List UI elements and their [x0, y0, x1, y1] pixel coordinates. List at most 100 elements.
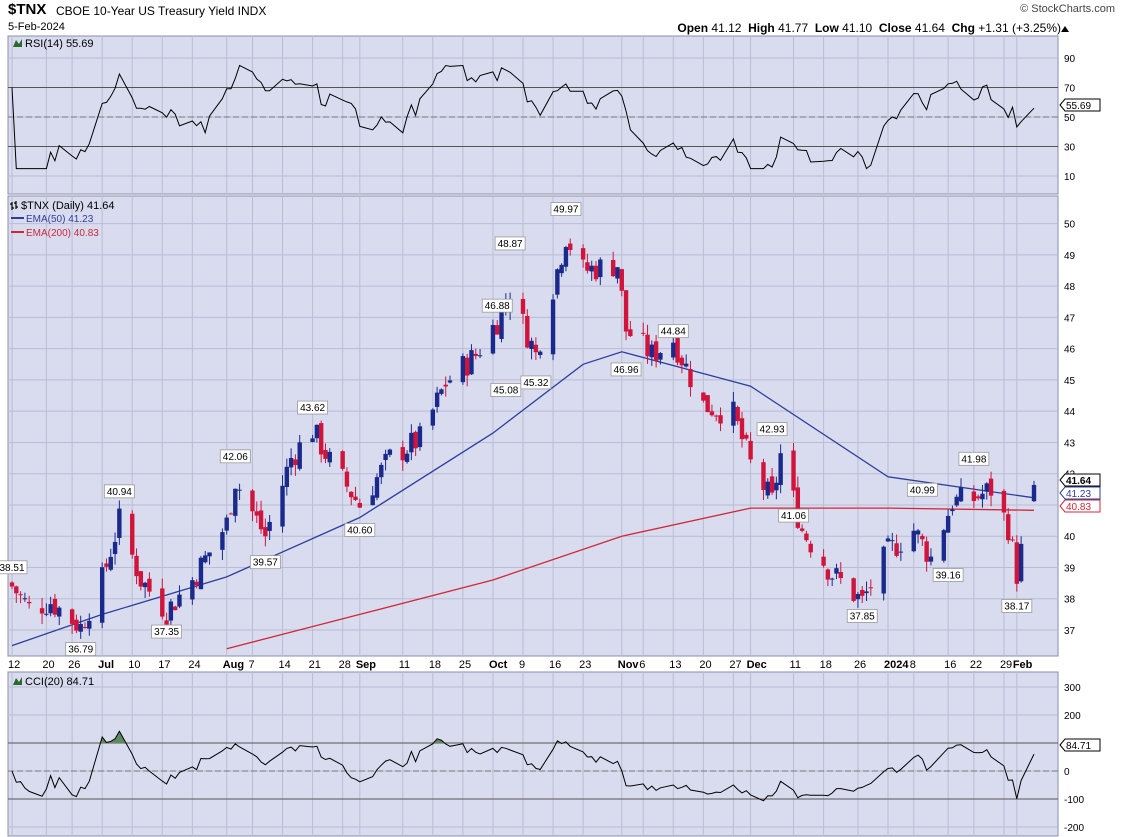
candle — [954, 494, 959, 508]
swing-label: 43.62 — [297, 400, 328, 415]
x-axis-label: 14 — [279, 659, 291, 671]
x-axis-label: 28 — [339, 659, 351, 671]
cci-tag-text: 84.71 — [1066, 741, 1091, 752]
candle — [739, 411, 745, 448]
open-label: Open — [677, 21, 709, 35]
x-axis-label: 27 — [729, 659, 741, 671]
candle — [898, 542, 904, 561]
candle — [838, 562, 843, 584]
candle-legend-icon — [10, 201, 18, 210]
candle — [263, 518, 268, 547]
candle — [495, 320, 500, 335]
swing-label-text: 41.06 — [781, 511, 806, 522]
ema200-tag-box — [1059, 499, 1101, 513]
candle — [327, 448, 332, 467]
candle — [748, 432, 753, 464]
x-axis-label: 20 — [42, 659, 54, 671]
candle — [9, 581, 15, 590]
high-label: High — [748, 21, 775, 35]
x-axis-label: 11 — [790, 659, 801, 671]
candle — [460, 353, 466, 385]
rsi-label: RSI(14) 55.69 — [25, 38, 93, 50]
cci-label: CCI(20) 84.71 — [25, 676, 94, 688]
candle — [769, 468, 775, 495]
candle — [765, 478, 770, 499]
candle — [860, 586, 865, 604]
candle — [413, 430, 418, 457]
x-axis-label: 11 — [399, 659, 410, 671]
candle — [731, 392, 736, 433]
swing-label: 41.06 — [778, 508, 809, 523]
swing-label-text: 48.87 — [498, 239, 523, 250]
exchange-label: INDX — [237, 4, 267, 18]
x-axis-label: 6 — [639, 659, 645, 671]
candle — [147, 572, 152, 597]
x-axis-label: 12 — [8, 659, 20, 671]
candle — [894, 534, 899, 558]
candle — [1001, 488, 1007, 521]
candle — [980, 484, 985, 508]
candle — [761, 458, 766, 501]
cci-line — [11, 730, 1035, 802]
candle — [280, 475, 285, 533]
price-y-tick: 46 — [1064, 345, 1076, 356]
price-legend: $TNX (Daily) 41.64 EMA(50) 41.23 EMA(200… — [10, 200, 115, 239]
candle — [679, 355, 685, 374]
cci-y-tick: -100 — [1064, 795, 1084, 806]
candle — [537, 350, 543, 359]
x-axis-label: 26 — [68, 659, 80, 671]
candle — [924, 536, 929, 572]
candle — [593, 261, 599, 282]
swing-label-text: 39.57 — [253, 558, 278, 569]
candle — [671, 336, 676, 361]
chart-subheader: 5-Feb-2024 Open 41.12 High 41.77 Low 41.… — [0, 19, 1125, 35]
x-axis-label: 18 — [429, 659, 441, 671]
x-axis-label: 16 — [944, 659, 956, 671]
candle — [314, 424, 320, 443]
candle — [370, 486, 375, 506]
swing-label-text: 44.84 — [661, 327, 686, 338]
close-value: 41.64 — [914, 21, 945, 35]
candle — [82, 622, 88, 629]
candle — [430, 408, 436, 430]
candle — [619, 268, 624, 297]
candle — [821, 549, 826, 568]
candle — [791, 442, 796, 498]
ema50-value-tag: 41.23 — [1059, 486, 1101, 500]
candle — [533, 337, 539, 360]
cci-path — [11, 730, 1035, 802]
rsi-tag-text: 55.69 — [1066, 101, 1091, 112]
ema50-tag-box — [1059, 486, 1101, 500]
rsi-panel — [7, 35, 1059, 195]
close-tag-box — [1059, 473, 1101, 487]
chart-header: $TNX CBOE 10-Year US Treasury Yield INDX… — [0, 0, 1125, 20]
price-y-tick: 39 — [1064, 563, 1076, 574]
candle — [589, 260, 594, 281]
candle — [417, 422, 423, 451]
x-axis-label: 24 — [188, 659, 200, 671]
candle — [404, 450, 410, 464]
candle — [168, 599, 174, 630]
candle — [318, 420, 324, 463]
cci-legend: CCI(20) 84.71 — [13, 676, 94, 688]
candle — [958, 478, 964, 503]
candle — [718, 407, 723, 432]
rsi-path — [11, 64, 1035, 170]
candle — [400, 440, 405, 471]
candle — [915, 528, 921, 544]
candle — [409, 424, 414, 461]
price-y-tick: 37 — [1064, 626, 1076, 637]
swing-label-text: 42.06 — [223, 452, 248, 463]
candle — [387, 448, 393, 458]
candle — [945, 509, 951, 533]
candle — [890, 532, 895, 551]
candle — [864, 581, 869, 601]
rsi-y-tick: 50 — [1064, 113, 1076, 124]
price-y-tick: 49 — [1064, 251, 1076, 262]
candle — [439, 388, 444, 396]
candle — [559, 263, 564, 277]
candle — [78, 615, 83, 639]
candle — [649, 340, 655, 366]
candle — [868, 579, 874, 596]
candle — [585, 253, 590, 274]
